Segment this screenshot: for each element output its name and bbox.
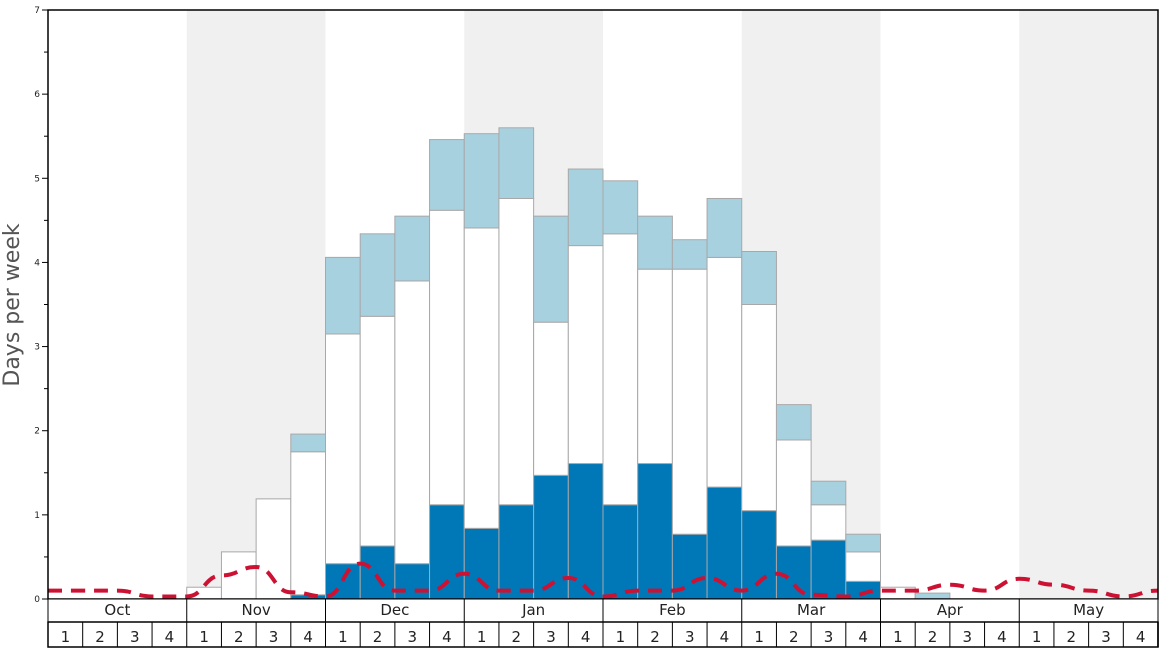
week-label: 1: [338, 628, 348, 646]
y-tick-label: 6: [34, 90, 40, 100]
bar-segment: [706, 197, 743, 258]
week-label: 1: [199, 628, 209, 646]
y-tick-label: 4: [34, 258, 40, 268]
week-label: 2: [234, 628, 244, 646]
bar-segment: [290, 451, 326, 596]
bar-segment: [567, 168, 604, 247]
bar-segment: [810, 539, 847, 600]
week-label: 4: [165, 628, 175, 646]
week-label: 2: [95, 628, 105, 646]
week-label: 4: [442, 628, 452, 646]
week-label: 4: [303, 628, 313, 646]
week-label: 3: [962, 628, 972, 646]
bar-segment: [533, 474, 569, 600]
week-label: 2: [373, 628, 383, 646]
bar-segment: [567, 245, 604, 465]
week-label: 3: [130, 628, 140, 646]
week-label: 4: [997, 628, 1007, 646]
y-tick-label: 2: [34, 427, 40, 437]
bar-segment: [810, 504, 847, 541]
bar-segment: [290, 433, 326, 453]
bar-segment: [533, 215, 569, 323]
bar-segment: [845, 533, 881, 553]
bar-segment: [498, 197, 535, 506]
week-label: 2: [1067, 628, 1077, 646]
bar-segment: [498, 127, 535, 199]
month-label: Apr: [937, 601, 964, 619]
month-shade-band: [1019, 10, 1158, 599]
week-label: 2: [789, 628, 799, 646]
week-label: 2: [650, 628, 660, 646]
bar-segment: [637, 268, 673, 465]
month-label: Mar: [797, 601, 826, 619]
month-label: Oct: [104, 601, 130, 619]
week-label: 1: [477, 628, 487, 646]
bar-segment: [463, 527, 500, 600]
month-label: Nov: [241, 601, 270, 619]
week-label: 3: [546, 628, 556, 646]
week-label: 1: [61, 628, 71, 646]
series-line: [48, 561, 1159, 599]
y-tick-label: 1: [34, 511, 40, 521]
bar-segment: [845, 551, 881, 582]
bar-segment: [741, 510, 777, 600]
bar-segment: [671, 239, 708, 270]
bar-segment: [637, 215, 673, 270]
bar-segment: [914, 592, 951, 600]
bar-segment: [741, 250, 777, 306]
month-label: May: [1073, 601, 1104, 619]
bar-segment: [706, 256, 743, 488]
y-tick-label: 3: [34, 343, 40, 353]
week-label: 3: [824, 628, 834, 646]
bar-segment: [775, 404, 812, 441]
bar-segment: [810, 480, 847, 506]
bar-segment: [255, 498, 292, 600]
week-label: 1: [893, 628, 903, 646]
bar-segment: [325, 333, 361, 565]
month-label: Feb: [659, 601, 686, 619]
week-label: 2: [928, 628, 938, 646]
bar-segment: [498, 504, 535, 600]
week-label: 1: [1032, 628, 1042, 646]
y-tick-label: 7: [34, 6, 40, 16]
bar-segment: [463, 227, 500, 529]
week-label: 4: [858, 628, 868, 646]
y-tick-label: 0: [34, 595, 40, 605]
bar-segment: [602, 233, 639, 506]
week-label: 3: [269, 628, 279, 646]
bar-segment: [463, 133, 500, 229]
week-label: 4: [720, 628, 730, 646]
bar-segment: [325, 256, 361, 335]
bar-segment: [741, 304, 777, 512]
y-axis-label: Days per week: [0, 223, 25, 386]
y-tick-label: 5: [34, 174, 40, 184]
bar-segment: [602, 180, 639, 235]
week-label: 3: [407, 628, 417, 646]
month-label: Dec: [380, 601, 409, 619]
bar-segment: [359, 233, 396, 317]
bar-segment: [775, 545, 812, 600]
week-label: 4: [1136, 628, 1146, 646]
month-label: Jan: [521, 601, 545, 619]
bar-segment: [394, 215, 431, 282]
bar-segment: [533, 321, 569, 476]
bar-segment: [637, 463, 673, 600]
bar-segment: [429, 139, 465, 211]
week-label: 3: [1101, 628, 1111, 646]
bar-segment: [671, 268, 708, 535]
week-label: 4: [581, 628, 591, 646]
bar-segment: [394, 563, 431, 600]
bar-segment: [775, 439, 812, 547]
week-label: 1: [616, 628, 626, 646]
bar-segment: [359, 545, 396, 600]
bar-segment: [429, 209, 465, 506]
bar-segment: [359, 315, 396, 547]
week-label: 3: [685, 628, 695, 646]
week-label: 1: [754, 628, 764, 646]
bar-segment: [602, 504, 639, 600]
week-label: 2: [512, 628, 522, 646]
bar-segment: [394, 280, 431, 565]
